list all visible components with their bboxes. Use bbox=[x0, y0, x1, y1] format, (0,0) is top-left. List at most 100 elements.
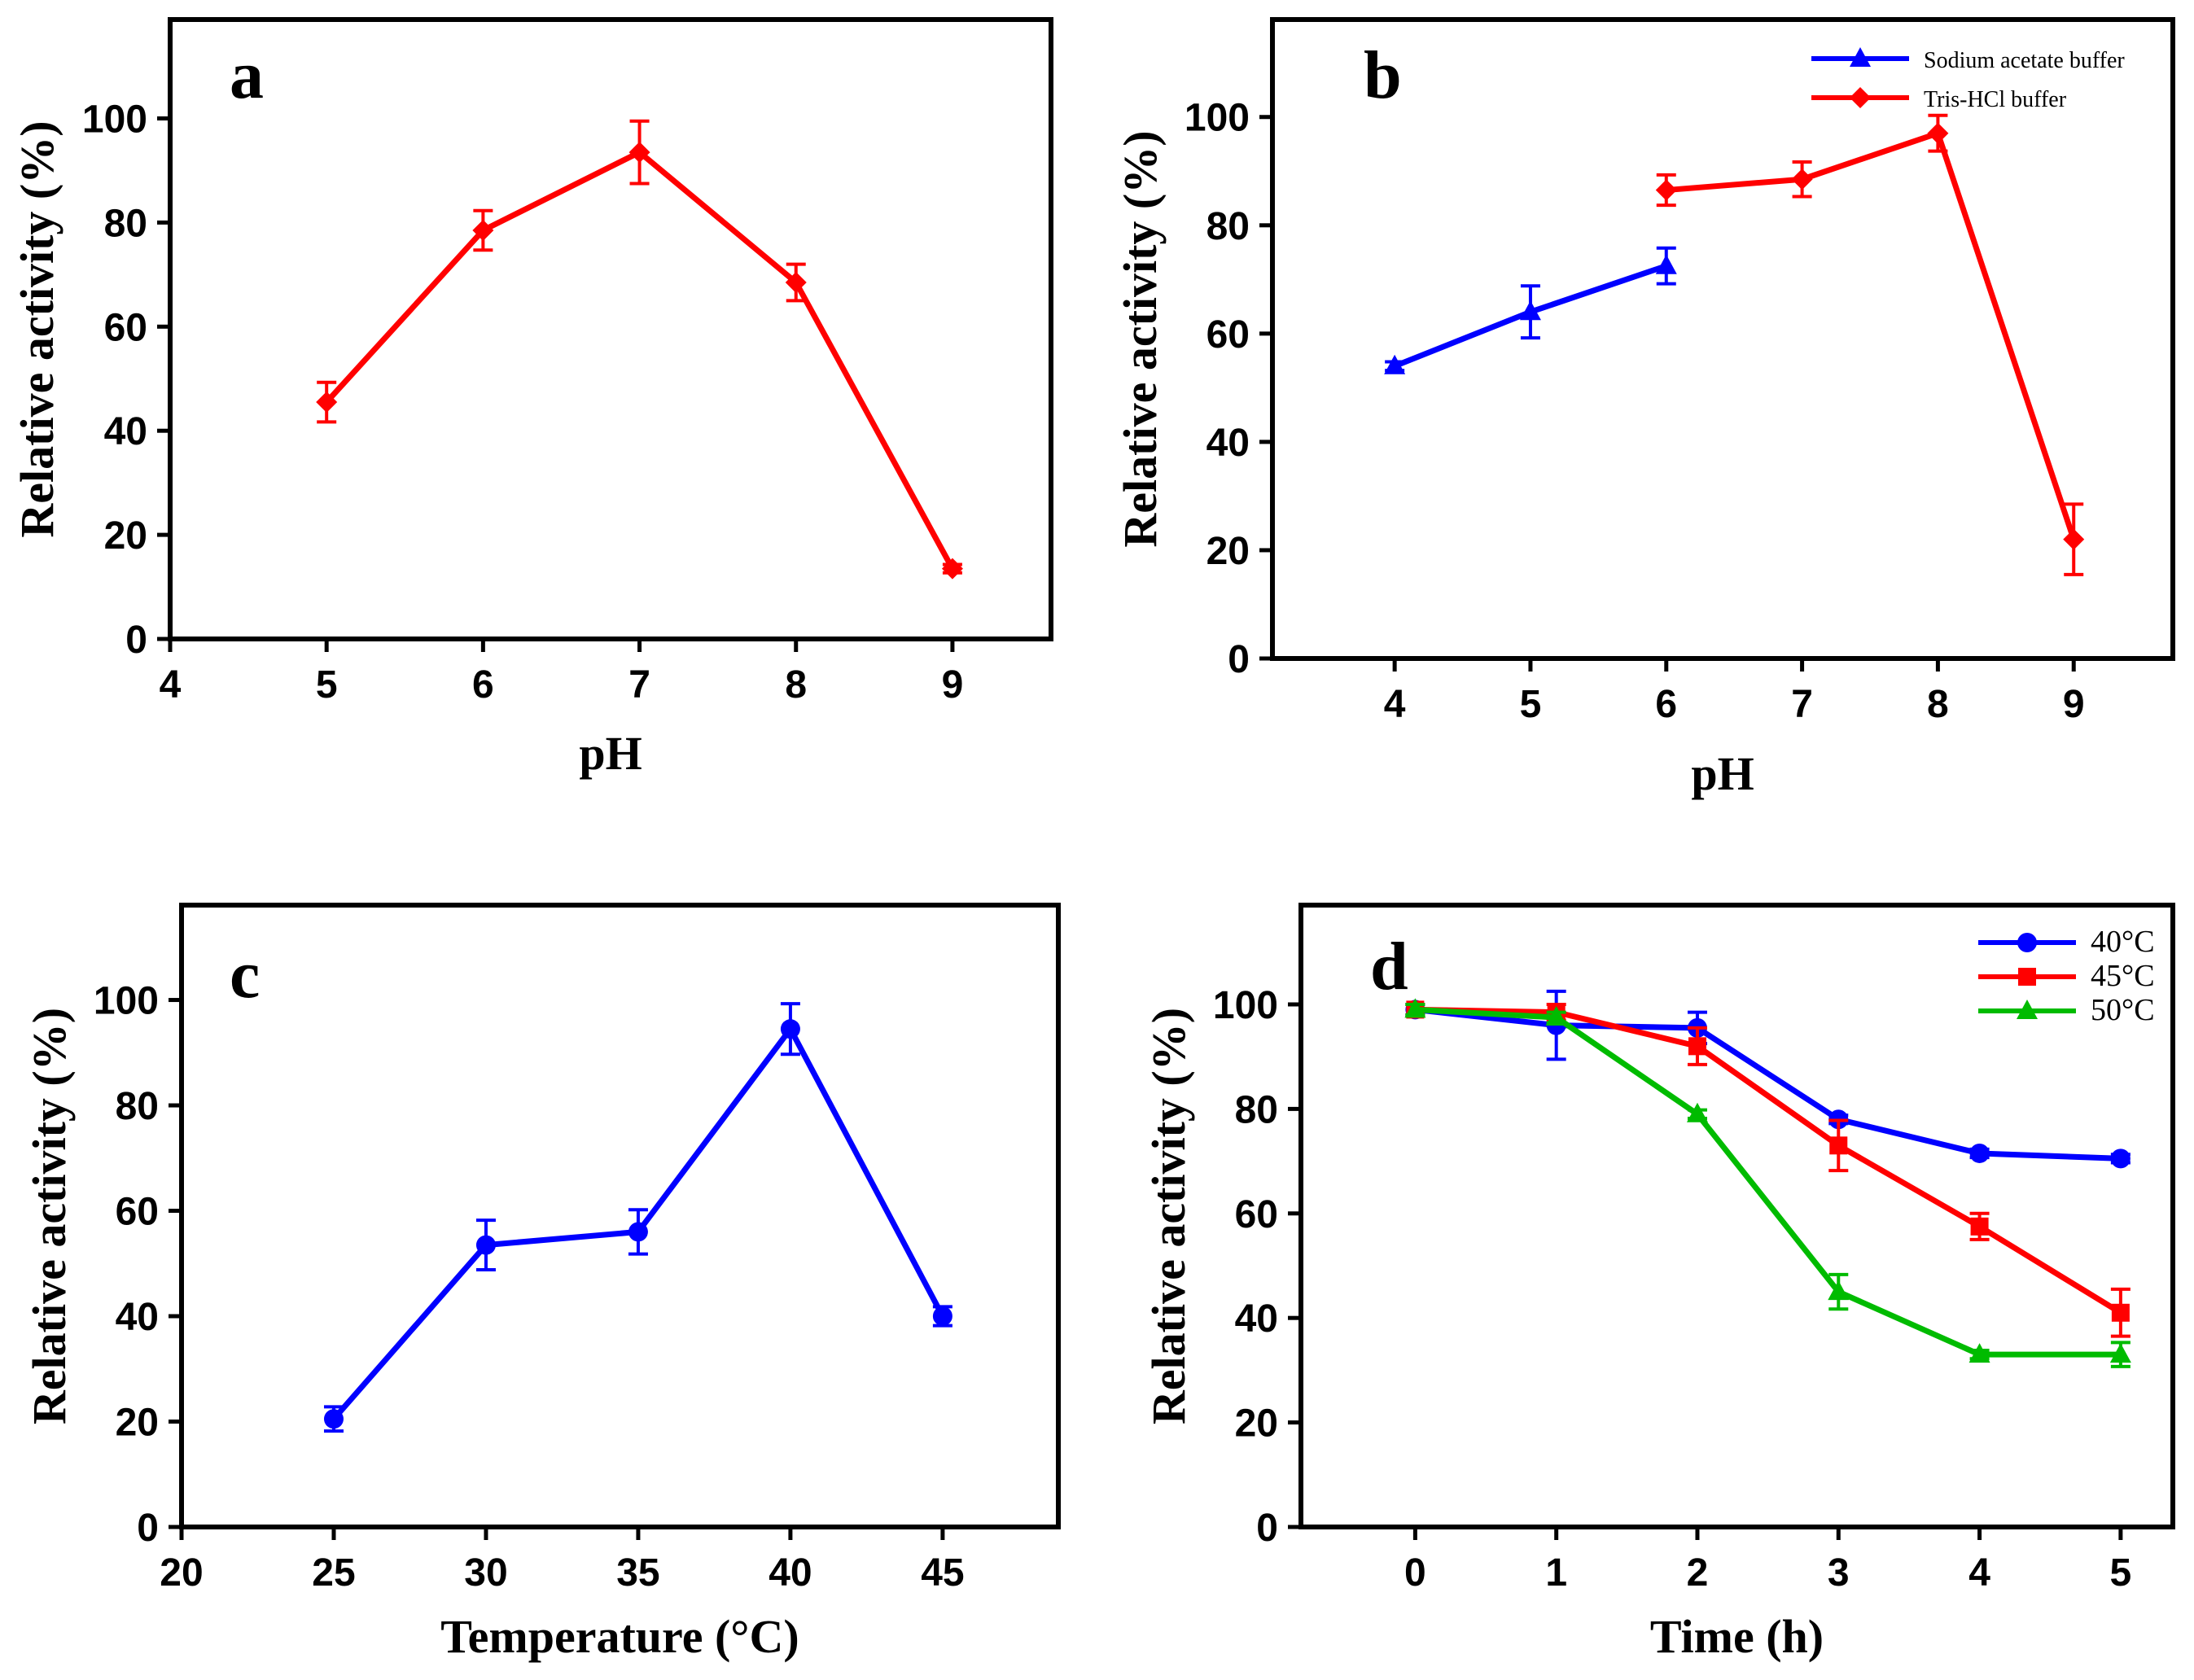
data-point bbox=[1384, 354, 1406, 374]
data-point bbox=[1968, 1343, 1990, 1363]
y-axis-title: Relative activity (%) bbox=[1114, 130, 1167, 547]
x-tick-label: 9 bbox=[942, 663, 964, 707]
y-tick-label: 40 bbox=[104, 410, 147, 453]
data-point bbox=[780, 1019, 800, 1039]
x-tick-label: 9 bbox=[2063, 683, 2085, 726]
x-tick-label: 20 bbox=[160, 1551, 203, 1595]
y-tick-label: 0 bbox=[1256, 1507, 1278, 1550]
plot-frame bbox=[1270, 17, 2175, 661]
data-point bbox=[2111, 1303, 2130, 1322]
panel-d: 0 20 40 60 80 100 0 1 2 3 4 5 Time (h) Relative activ… bbox=[1142, 903, 2175, 1663]
data-point bbox=[932, 1306, 952, 1327]
data-point bbox=[628, 1222, 648, 1242]
legend-label: Tris-HCl buffer bbox=[1924, 87, 2067, 112]
series-line bbox=[324, 149, 955, 571]
y-tick-label: 20 bbox=[1235, 1402, 1278, 1446]
x-tick-label: 5 bbox=[2110, 1551, 2132, 1595]
x-tick-label: 4 bbox=[1384, 683, 1406, 726]
y-axis-title: Relative activity (%) bbox=[1142, 1008, 1195, 1424]
y-tick-label: 60 bbox=[1206, 313, 1250, 357]
x-tick-label: 40 bbox=[769, 1551, 812, 1595]
data-point bbox=[1791, 168, 1813, 190]
y-tick-label: 40 bbox=[1235, 1297, 1278, 1341]
x-tick-label: 25 bbox=[312, 1551, 355, 1595]
x-tick-label: 4 bbox=[160, 663, 182, 707]
data-point bbox=[1519, 300, 1541, 321]
x-axis-title: pH bbox=[579, 727, 642, 780]
legend-marker bbox=[1850, 47, 1871, 67]
x-tick-label: 6 bbox=[1655, 683, 1677, 726]
y-tick-label: 80 bbox=[116, 1085, 159, 1128]
y-tick-label: 100 bbox=[1185, 97, 1250, 140]
panel-label: d bbox=[1370, 929, 1408, 1004]
data-point bbox=[1655, 179, 1677, 201]
legend-marker bbox=[2018, 968, 2036, 986]
data-point bbox=[1688, 1037, 1706, 1056]
y-tick-label: 20 bbox=[116, 1402, 159, 1445]
x-tick-label: 8 bbox=[785, 663, 807, 707]
panel-b: 0 20 40 60 80 100 4 5 6 7 8 9 pH Relative activity (%… bbox=[1114, 17, 2175, 800]
y-tick-label: 60 bbox=[104, 306, 147, 349]
y-axis-title: Relative activity (%) bbox=[23, 1008, 76, 1424]
x-tick-label: 0 bbox=[1404, 1551, 1426, 1595]
x-tick-label: 8 bbox=[1927, 683, 1949, 726]
legend-label: 40°C bbox=[2091, 925, 2155, 959]
x-tick-label: 7 bbox=[1791, 683, 1813, 726]
panel-label: b bbox=[1364, 37, 1402, 113]
data-point bbox=[472, 219, 494, 241]
x-tick-label: 30 bbox=[464, 1551, 507, 1595]
series-line bbox=[1414, 1006, 2122, 1162]
data-point bbox=[1545, 1006, 1567, 1026]
series-line bbox=[1415, 1006, 2121, 1358]
data-point bbox=[941, 558, 963, 580]
data-point bbox=[475, 1235, 496, 1255]
legend-marker bbox=[1850, 87, 1871, 108]
legend-label: 50°C bbox=[2091, 993, 2155, 1027]
x-axis-title: Temperature (°C) bbox=[440, 1610, 799, 1663]
x-axis-title: Time (h) bbox=[1650, 1610, 1824, 1663]
plot-frame bbox=[179, 903, 1061, 1529]
y-tick-label: 40 bbox=[1206, 422, 1250, 465]
data-point bbox=[1970, 1217, 1989, 1236]
y-tick-label: 0 bbox=[125, 619, 147, 662]
data-point bbox=[323, 1409, 344, 1429]
y-tick-label: 60 bbox=[1235, 1193, 1278, 1236]
legend-marker bbox=[2017, 933, 2037, 952]
legend-label: Sodium acetate buffer bbox=[1924, 48, 2125, 73]
y-tick-label: 0 bbox=[137, 1507, 159, 1550]
data-point bbox=[628, 142, 650, 164]
x-axis-title: pH bbox=[1691, 747, 1754, 800]
y-tick-label: 80 bbox=[1206, 205, 1250, 248]
x-tick-label: 45 bbox=[921, 1551, 964, 1595]
y-tick-label: 40 bbox=[116, 1296, 159, 1339]
y-tick-label: 100 bbox=[82, 98, 147, 142]
panel-label: c bbox=[230, 937, 260, 1013]
y-tick-label: 0 bbox=[1228, 638, 1250, 681]
y-tick-label: 80 bbox=[1235, 1088, 1278, 1131]
x-tick-label: 5 bbox=[1520, 683, 1542, 726]
data-point bbox=[1829, 1136, 1848, 1155]
data-point bbox=[316, 392, 338, 413]
y-tick-label: 60 bbox=[116, 1191, 159, 1234]
y-tick-label: 20 bbox=[104, 514, 147, 558]
data-point bbox=[2109, 1343, 2131, 1363]
y-tick-label: 100 bbox=[1213, 984, 1278, 1027]
y-tick-label: 100 bbox=[94, 980, 159, 1023]
data-point bbox=[1655, 254, 1677, 274]
series-line bbox=[1666, 130, 2077, 540]
x-tick-label: 7 bbox=[628, 663, 650, 707]
x-tick-label: 2 bbox=[1687, 1551, 1709, 1595]
legend-marker bbox=[2017, 1000, 2038, 1019]
panel-a: 0 20 40 60 80 100 4 5 6 7 8 9 pH Relative activity (%… bbox=[11, 17, 1053, 780]
series-line bbox=[1415, 1006, 2122, 1315]
y-axis-title: Relative activity (%) bbox=[11, 120, 63, 537]
legend-label: 45°C bbox=[2091, 959, 2155, 993]
x-tick-label: 35 bbox=[616, 1551, 659, 1595]
x-tick-label: 5 bbox=[316, 663, 338, 707]
plot-frame bbox=[1298, 903, 2175, 1529]
y-tick-label: 80 bbox=[104, 202, 147, 245]
x-tick-label: 6 bbox=[472, 663, 494, 707]
plot-frame bbox=[168, 17, 1053, 641]
data-point bbox=[1969, 1143, 1990, 1163]
